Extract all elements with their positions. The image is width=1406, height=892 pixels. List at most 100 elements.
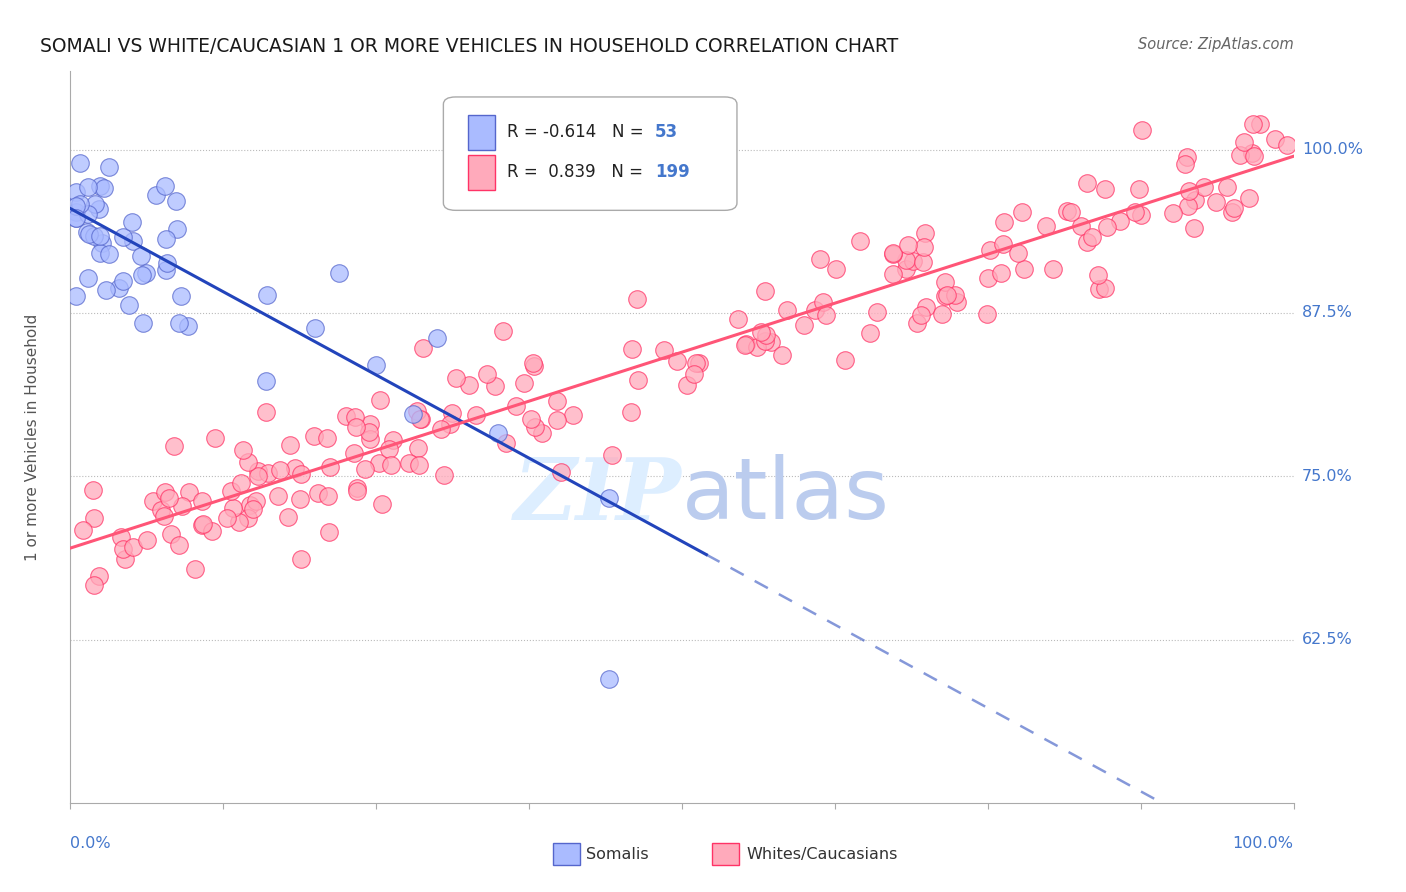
- Point: [191, 517, 214, 532]
- Point: [239, 498, 262, 512]
- Point: [359, 432, 381, 446]
- Point: [112, 274, 135, 288]
- Point: [682, 367, 704, 381]
- Point: [170, 499, 193, 513]
- Point: [76, 225, 98, 239]
- Point: [754, 334, 776, 348]
- Point: [157, 491, 180, 506]
- Point: [368, 392, 391, 407]
- Point: [547, 413, 569, 427]
- Point: [745, 340, 768, 354]
- Point: [915, 300, 938, 314]
- Point: [155, 263, 177, 277]
- Point: [247, 469, 270, 483]
- Text: SOMALI VS WHITE/CAUCASIAN 1 OR MORE VEHICLES IN HOUSEHOLD CORRELATION CHART: SOMALI VS WHITE/CAUCASIAN 1 OR MORE VEHI…: [39, 37, 898, 56]
- Point: [94, 283, 117, 297]
- Point: [398, 457, 420, 471]
- Point: [912, 240, 935, 254]
- Point: [910, 308, 932, 322]
- Point: [318, 524, 340, 539]
- Point: [114, 552, 136, 566]
- Point: [897, 237, 920, 252]
- Bar: [468, 154, 495, 190]
- Point: [1095, 219, 1118, 234]
- Point: [167, 538, 190, 552]
- Point: [69, 196, 91, 211]
- Bar: [713, 843, 740, 865]
- Point: [505, 399, 527, 413]
- Point: [931, 307, 953, 321]
- Point: [359, 417, 381, 432]
- Point: [1014, 261, 1036, 276]
- Point: [65, 199, 87, 213]
- Point: [222, 501, 245, 516]
- Point: [1275, 138, 1298, 153]
- Point: [228, 516, 250, 530]
- Point: [1220, 205, 1243, 219]
- Point: [685, 356, 707, 370]
- Point: [87, 202, 110, 216]
- Point: [201, 524, 224, 538]
- Point: [934, 275, 956, 289]
- Point: [1076, 235, 1098, 249]
- Point: [688, 356, 710, 370]
- Point: [936, 288, 959, 302]
- Point: [1087, 268, 1109, 283]
- Point: [1128, 182, 1150, 196]
- Text: 62.5%: 62.5%: [1302, 632, 1353, 647]
- Point: [165, 194, 187, 209]
- Point: [488, 425, 510, 440]
- Point: [229, 476, 252, 491]
- Point: [1229, 147, 1251, 161]
- Point: [380, 458, 402, 473]
- Point: [934, 289, 956, 303]
- Point: [242, 502, 264, 516]
- Point: [735, 336, 758, 351]
- Point: [288, 492, 311, 507]
- Point: [1060, 205, 1083, 219]
- Point: [269, 463, 291, 477]
- Point: [1240, 146, 1263, 161]
- Point: [793, 318, 815, 332]
- Point: [191, 518, 214, 533]
- Point: [97, 246, 120, 260]
- Point: [492, 324, 515, 338]
- Point: [122, 540, 145, 554]
- Point: [1182, 221, 1205, 235]
- Text: 53: 53: [655, 123, 678, 141]
- Point: [232, 442, 254, 457]
- Point: [217, 511, 239, 525]
- Point: [734, 337, 756, 351]
- Point: [254, 374, 277, 388]
- Point: [402, 407, 425, 421]
- Point: [426, 331, 449, 345]
- Point: [167, 317, 190, 331]
- Point: [65, 185, 87, 199]
- Point: [79, 227, 101, 241]
- Point: [914, 226, 936, 240]
- Point: [524, 420, 547, 434]
- Point: [990, 267, 1012, 281]
- Point: [284, 461, 307, 475]
- Point: [219, 484, 242, 499]
- Point: [979, 244, 1001, 258]
- Point: [848, 234, 870, 248]
- Text: R =  0.839   N =: R = 0.839 N =: [508, 163, 648, 181]
- Point: [405, 404, 427, 418]
- Point: [1035, 219, 1057, 234]
- Point: [1264, 131, 1286, 145]
- Point: [1175, 150, 1198, 164]
- Point: [316, 489, 339, 503]
- Point: [290, 552, 312, 566]
- Point: [412, 341, 434, 355]
- Point: [367, 456, 389, 470]
- Point: [153, 484, 176, 499]
- Point: [184, 562, 207, 576]
- Point: [93, 180, 115, 194]
- Point: [72, 523, 94, 537]
- Point: [77, 207, 100, 221]
- Point: [76, 180, 98, 194]
- Point: [163, 439, 186, 453]
- Point: [83, 511, 105, 525]
- Point: [1094, 281, 1116, 295]
